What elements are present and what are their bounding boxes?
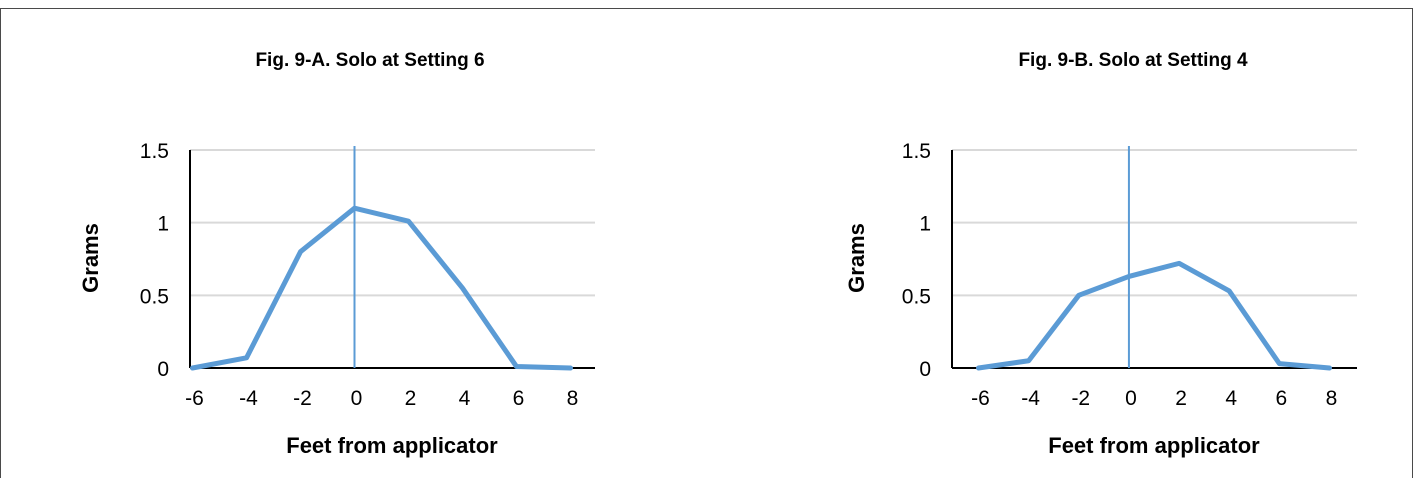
chart-b-series xyxy=(976,260,1332,371)
y-tick-label: 1.5 xyxy=(140,140,169,163)
chart-b-axes xyxy=(951,146,1357,369)
chart-b-title: Fig. 9-B. Solo at Setting 4 xyxy=(1018,50,1248,71)
x-tick-label: 0 xyxy=(1125,387,1137,410)
chart-a: Fig. 9-A. Solo at Setting 6 Grams Feet f… xyxy=(78,50,595,458)
chart-a-title: Fig. 9-A. Solo at Setting 6 xyxy=(255,50,484,71)
y-tick-label: 0 xyxy=(157,358,169,381)
series-line xyxy=(976,260,1332,371)
x-tick-label: 2 xyxy=(1175,387,1187,410)
x-tick-label: 6 xyxy=(513,387,525,410)
x-tick-label: 0 xyxy=(351,387,363,410)
y-tick-label: 0 xyxy=(919,358,931,381)
chart-a-y-axis-label: Grams xyxy=(78,223,103,293)
x-tick-label: 8 xyxy=(1326,387,1338,410)
chart-b-x-axis-label: Feet from applicator xyxy=(1048,433,1260,458)
chart-b-gridlines xyxy=(952,149,1357,297)
y-tick-label: 1 xyxy=(919,213,931,236)
chart-a-gridlines xyxy=(190,149,595,297)
chart-b-tick-labels: 0 0.5 1 1.5 -6 -4 -2 0 2 4 6 8 xyxy=(902,140,1338,410)
x-tick-label: 8 xyxy=(567,387,579,410)
x-tick-label: -6 xyxy=(185,387,204,410)
x-tick-label: 4 xyxy=(459,387,471,410)
y-tick-label: 1 xyxy=(157,213,169,236)
chart-a-axes xyxy=(189,146,595,369)
chart-b: Fig. 9-B. Solo at Setting 4 Grams Feet f… xyxy=(844,50,1357,458)
y-tick-label: 1.5 xyxy=(902,140,931,163)
x-tick-label: -4 xyxy=(239,387,258,410)
figure-frame xyxy=(0,8,1413,478)
series-line xyxy=(190,205,573,371)
x-tick-label: -4 xyxy=(1021,387,1040,410)
y-tick-label: 0.5 xyxy=(902,285,931,308)
chart-a-series xyxy=(190,205,573,371)
chart-a-x-axis-label: Feet from applicator xyxy=(286,433,498,458)
x-tick-label: 4 xyxy=(1225,387,1237,410)
x-tick-label: 2 xyxy=(405,387,417,410)
y-tick-label: 0.5 xyxy=(140,285,169,308)
x-tick-label: -2 xyxy=(293,387,312,410)
x-tick-label: -2 xyxy=(1071,387,1090,410)
chart-a-tick-labels: 0 0.5 1 1.5 -6 -4 -2 0 2 4 6 8 xyxy=(140,140,579,410)
chart-b-y-axis-label: Grams xyxy=(844,223,869,293)
x-tick-label: 6 xyxy=(1276,387,1288,410)
x-tick-label: -6 xyxy=(971,387,990,410)
